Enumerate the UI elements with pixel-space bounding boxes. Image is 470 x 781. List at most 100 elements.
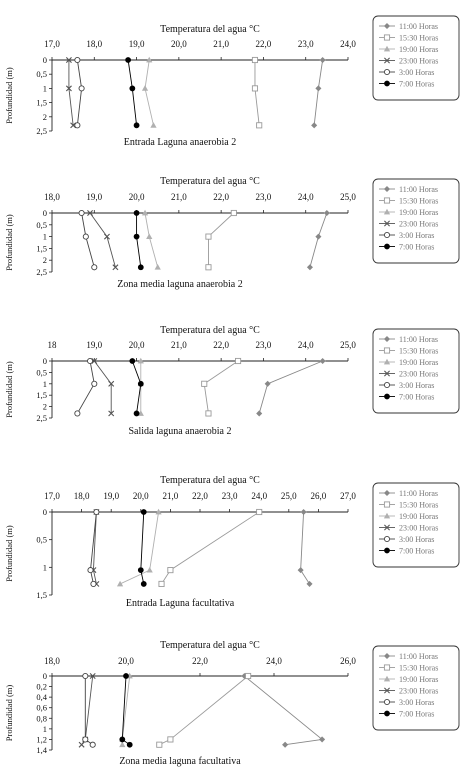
- x-tick-label: 18,0: [86, 39, 102, 49]
- series-5: [74, 357, 98, 417]
- data-point: [319, 736, 326, 743]
- data-point: [256, 508, 263, 516]
- series-3: [119, 672, 133, 748]
- data-point: [158, 580, 165, 587]
- legend-item: 23:00 Horas: [379, 57, 438, 66]
- y-tick-label: 0: [43, 55, 47, 65]
- series-line: [131, 360, 142, 414]
- legend-item: 3:00 Horas: [379, 68, 434, 77]
- series-line: [119, 511, 160, 585]
- x-tick-label: 18: [48, 340, 58, 350]
- chart-panel-3: Temperatura del agua °C 18 19,0 20,0 21,0 22,…: [4, 325, 460, 437]
- x-tick-label: 23,0: [298, 39, 314, 49]
- y-tick-label: 1,4: [36, 745, 47, 755]
- chart-title: Temperatura del agua °C: [160, 176, 260, 187]
- y-tick-label: 0,5: [36, 69, 47, 79]
- chart-panel-4: Temperatura del agua °C 17,0 18,0 19,0 20,0 2…: [4, 475, 460, 609]
- data-point: [74, 122, 81, 129]
- y-tick-label: 1,5: [36, 98, 47, 108]
- y-tick-label: 1: [43, 562, 47, 572]
- y-tick-label: 0,5: [36, 367, 47, 377]
- legend-label: 7:00 Horas: [399, 393, 434, 402]
- data-point: [91, 264, 98, 271]
- series-line: [76, 59, 83, 126]
- chart-panel-2: Temperatura del agua °C 18,0 19,0 20,0 21,0 2…: [4, 176, 460, 290]
- y-tick-label: 1: [43, 724, 47, 734]
- legend-item: 23:00 Horas: [379, 220, 438, 229]
- data-point: [78, 209, 85, 217]
- legend-item: 7:00 Horas: [379, 710, 434, 719]
- legend: 11:00 Horas 15:30 Horas 19:00 Horas 23:00 H…: [372, 178, 460, 264]
- series-5: [74, 56, 85, 129]
- legend-item: 7:00 Horas: [379, 547, 434, 556]
- legend-marker: [383, 652, 391, 660]
- legend-label: 7:00 Horas: [399, 547, 434, 556]
- x-tick-label: 22,0: [192, 656, 208, 666]
- data-point: [201, 380, 208, 387]
- y-tick-label: 2,5: [36, 126, 47, 136]
- legend-marker: [383, 208, 391, 215]
- x-tick-label: 18,0: [44, 656, 60, 666]
- legend-item: 3:00 Horas: [379, 381, 434, 390]
- series-2: [201, 357, 242, 417]
- data-point: [306, 580, 313, 587]
- series-line: [161, 511, 260, 585]
- y-tick-label: 1,5: [36, 590, 47, 600]
- data-point: [129, 85, 136, 92]
- legend-label: 19:00 Horas: [399, 675, 438, 684]
- legend-marker: [384, 524, 390, 531]
- legend-box: [372, 178, 460, 264]
- legend-label: 15:30 Horas: [399, 347, 438, 356]
- data-point: [65, 57, 72, 63]
- y-tick-label: 1: [43, 83, 47, 93]
- data-point: [116, 580, 124, 587]
- data-point: [119, 736, 126, 743]
- legend-item: 15:30 Horas: [379, 34, 438, 43]
- y-tick-label: 0,2: [36, 682, 47, 692]
- y-tick-label: 1,2: [36, 734, 47, 744]
- legend-marker: [384, 547, 390, 554]
- chart-caption: Zona media laguna anaerobia 2: [117, 279, 243, 290]
- legend-label: 19:00 Horas: [399, 45, 438, 54]
- y-tick-label: 1: [43, 232, 47, 242]
- series-6: [129, 358, 144, 417]
- y-tick-label: 2,5: [36, 267, 47, 277]
- legend: 11:00 Horas 15:30 Horas 19:00 Horas 23:00 H…: [372, 645, 460, 731]
- data-point: [264, 380, 271, 387]
- legend-marker: [383, 698, 391, 706]
- x-tick-label: 21,0: [171, 192, 187, 202]
- legend-label: 11:00 Horas: [399, 185, 438, 194]
- x-tick-label: 23,0: [256, 340, 272, 350]
- y-tick-label: 2,5: [36, 413, 47, 423]
- x-tick-label: 24,0: [251, 491, 267, 501]
- series-5: [82, 672, 96, 748]
- x-tick-label: 19,0: [86, 340, 102, 350]
- x-tick-label: 17,0: [44, 491, 60, 501]
- data-point: [156, 741, 163, 748]
- data-point: [129, 358, 136, 364]
- legend: 11:00 Horas 15:30 Horas 19:00 Horas 23:00 H…: [372, 15, 460, 101]
- data-point: [311, 122, 318, 129]
- legend-item: 19:00 Horas: [379, 45, 438, 54]
- legend-label: 19:00 Horas: [399, 208, 438, 217]
- data-point: [133, 410, 140, 417]
- y-tick-label: 2: [43, 255, 47, 265]
- data-point: [90, 580, 97, 587]
- series-line: [76, 360, 95, 414]
- y-axis-label: Profundidad (m): [4, 67, 14, 124]
- legend-box: [372, 328, 460, 414]
- legend-marker: [383, 535, 391, 543]
- legend-marker: [383, 197, 391, 204]
- y-tick-label: 0: [43, 208, 47, 218]
- legend-marker: [384, 687, 390, 694]
- legend-marker: [384, 370, 390, 377]
- data-point: [137, 380, 144, 387]
- data-point: [82, 736, 89, 743]
- y-tick-label: 0: [43, 671, 47, 681]
- data-point: [108, 380, 115, 387]
- series-line: [300, 511, 310, 585]
- series-5: [87, 508, 100, 587]
- legend-marker: [384, 243, 390, 250]
- series-3: [141, 209, 161, 270]
